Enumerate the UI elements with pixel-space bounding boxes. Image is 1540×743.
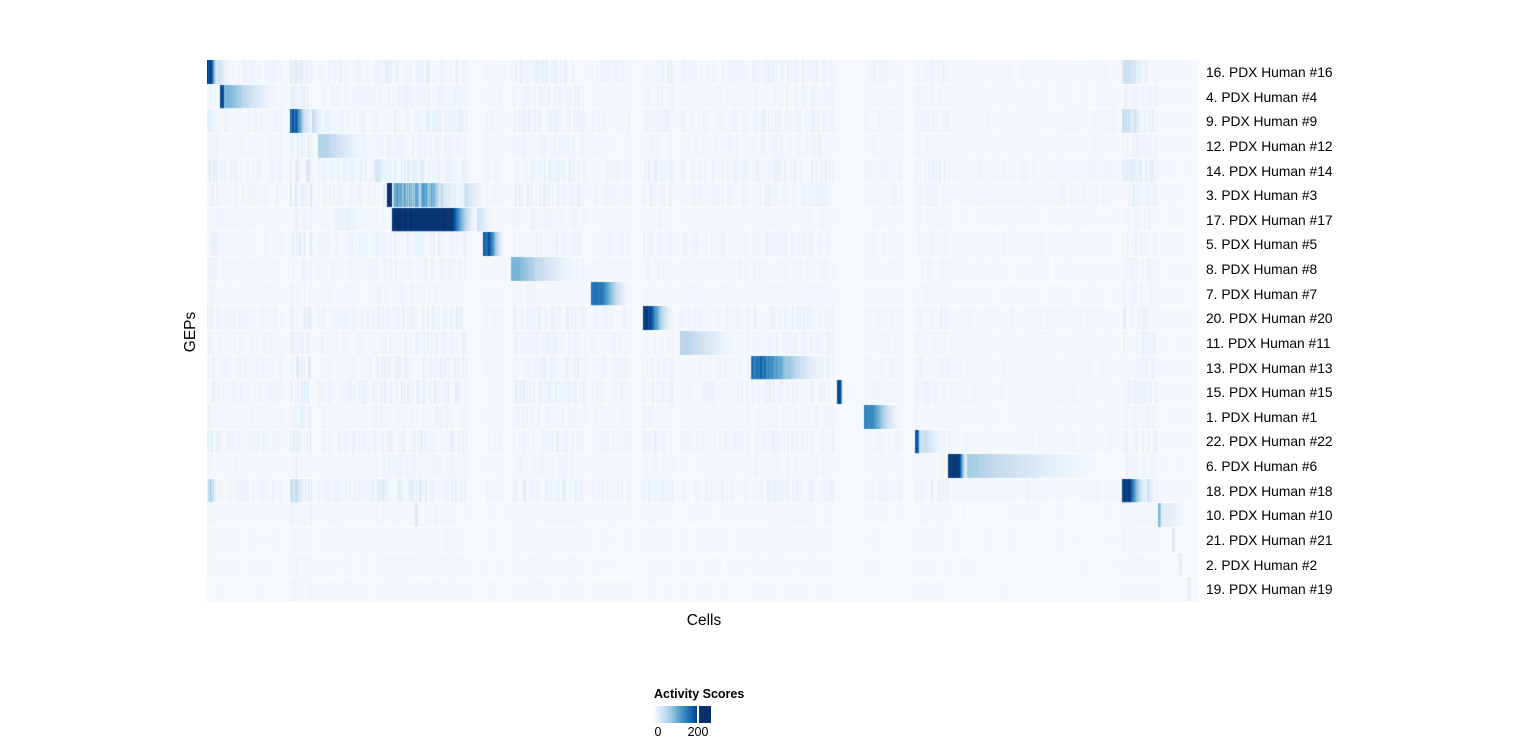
row-label: 8. PDX Human #8 xyxy=(1206,262,1318,277)
row-label: 22. PDX Human #22 xyxy=(1206,434,1333,450)
heatmap-canvas xyxy=(207,60,1199,602)
legend-title: Activity Scores xyxy=(654,687,745,701)
row-label: 3. PDX Human #3 xyxy=(1206,188,1318,204)
colorbar-gradient xyxy=(653,706,711,723)
row-label: 18. PDX Human #18 xyxy=(1206,483,1333,499)
row-label: 14. PDX Human #14 xyxy=(1206,163,1333,179)
row-label: 12. PDX Human #12 xyxy=(1206,138,1333,154)
x-axis-label: Cells xyxy=(686,612,722,629)
row-label: 10. PDX Human #10 xyxy=(1206,508,1333,524)
row-label: 16. PDX Human #16 xyxy=(1206,65,1333,80)
colorbar-tick-labels: 0 200 xyxy=(653,725,793,741)
row-label: 11. PDX Human #11 xyxy=(1206,335,1331,351)
row-label: 13. PDX Human #13 xyxy=(1206,360,1333,376)
row-label: 15. PDX Human #15 xyxy=(1206,385,1333,401)
row-label: 2. PDX Human #2 xyxy=(1206,557,1318,573)
row-label: 19. PDX Human #19 xyxy=(1206,582,1333,598)
colorbar-min-label: 0 xyxy=(654,725,662,739)
row-label: 21. PDX Human #21 xyxy=(1206,532,1333,548)
y-axis-label: GEPs xyxy=(182,311,199,353)
colorbar-tick-200 xyxy=(697,706,700,723)
row-label: 9. PDX Human #9 xyxy=(1206,114,1318,130)
row-label: 5. PDX Human #5 xyxy=(1206,237,1318,253)
row-labels: 16. PDX Human #16 4. PDX Human #4 9. PDX… xyxy=(1206,61,1536,603)
row-label: 7. PDX Human #7 xyxy=(1206,286,1318,302)
row-label: 6. PDX Human #6 xyxy=(1206,459,1318,474)
colorbar-legend: Activity Scores 0 200 xyxy=(653,687,793,743)
row-label: 17. PDX Human #17 xyxy=(1206,212,1333,228)
row-label: 4. PDX Human #4 xyxy=(1206,89,1318,105)
row-label: 20. PDX Human #20 xyxy=(1206,311,1333,327)
colorbar-max-label: 200 xyxy=(687,725,709,739)
row-label: 1. PDX Human #1 xyxy=(1206,409,1318,425)
